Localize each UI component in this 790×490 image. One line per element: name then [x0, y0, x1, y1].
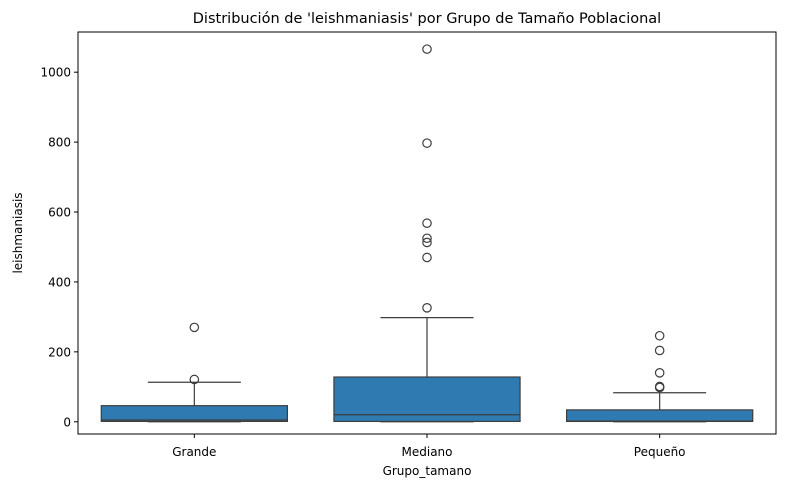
- outlier-point: [189, 322, 200, 333]
- x-tick-label: Mediano: [402, 445, 453, 459]
- outlier-point: [422, 237, 432, 248]
- outlier-point: [422, 218, 432, 229]
- x-axis-label: Grupo_tamano: [383, 464, 472, 478]
- y-tick-label: 1000: [40, 66, 71, 80]
- plot-frame: [77, 31, 777, 435]
- y-tick-label: 400: [48, 275, 71, 289]
- outlier-point: [654, 345, 665, 356]
- y-axis-label: leishmaniasis: [11, 192, 25, 273]
- outlier-point: [654, 368, 665, 378]
- box-pequeño: [565, 409, 754, 423]
- outlier-point: [654, 381, 665, 392]
- outlier-point: [422, 138, 432, 148]
- x-tick-label: Grande: [172, 445, 216, 459]
- outlier-point: [422, 233, 432, 244]
- chart-title: Distribución de 'leishmaniasis' por Grup…: [193, 11, 661, 27]
- box-mediano: [333, 376, 521, 423]
- outlier-point: [654, 330, 665, 341]
- y-tick-label: 0: [63, 415, 71, 429]
- outlier-point: [189, 374, 200, 385]
- y-tick-label: 800: [48, 136, 71, 150]
- box-grande: [100, 405, 289, 423]
- plot-area: 0 200 400 600 800 1000 Grande Mediano Pequeño: [40, 44, 754, 459]
- y-tick-label: 600: [48, 206, 71, 220]
- outlier-point: [422, 252, 432, 263]
- outlier-point: [422, 44, 432, 54]
- x-tick-label: Pequeño: [634, 445, 686, 459]
- outlier-point: [422, 303, 432, 313]
- y-tick-label: 200: [48, 345, 71, 359]
